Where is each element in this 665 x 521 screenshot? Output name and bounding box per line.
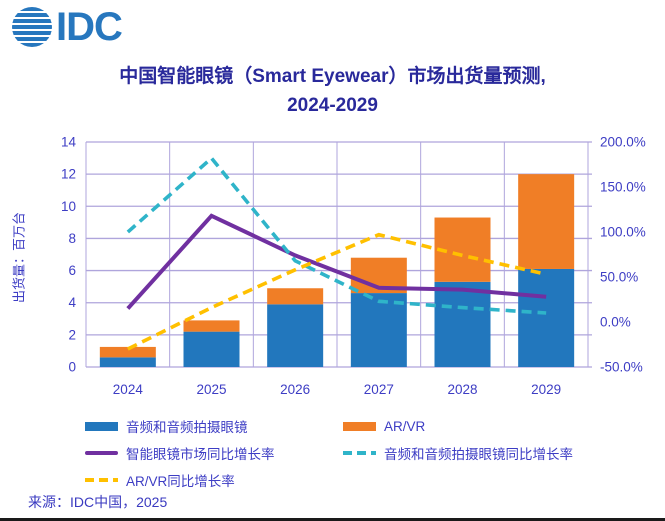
x-tick-label: 2028: [447, 382, 477, 397]
y-right-tick-label: 150.0%: [600, 180, 646, 195]
bar-segment-audio-2028: [434, 281, 491, 367]
y-left-tick-label: 4: [68, 295, 76, 310]
y-right-tick-label: 100.0%: [600, 225, 646, 240]
legend-line-marker: [85, 451, 118, 455]
source-text: 来源：IDC中国，2025: [28, 494, 168, 510]
x-tick-label: 2026: [280, 382, 310, 397]
legend-label: 音频和音频拍摄眼镜: [126, 420, 248, 435]
legend-label: 智能眼镜市场同比增长率: [126, 447, 275, 462]
y-left-tick-label: 0: [68, 360, 76, 375]
growth-line-1: [126, 155, 547, 315]
bar-segment-audio-2025: [183, 331, 240, 367]
legend-item-0: 音频和音频拍摄眼镜: [85, 416, 343, 436]
growth-line-2: [127, 232, 547, 351]
bottom-border: [0, 518, 665, 521]
chart-legend: 音频和音频拍摄眼镜 AR/VR 智能眼镜市场同比增长率 音频和音频拍摄眼镜同比增长率 A…: [85, 416, 615, 490]
y-right-tick-label: 200.0%: [600, 135, 646, 150]
growth-line-0: [126, 213, 547, 310]
y-left-tick-label: 8: [68, 231, 76, 246]
legend-swatch: [343, 421, 376, 431]
bar-segment-arvr-2029: [518, 174, 575, 269]
legend-item-2: 智能眼镜市场同比增长率: [85, 443, 343, 463]
x-tick-label: 2029: [531, 382, 561, 397]
bar-segment-audio-2026: [267, 304, 324, 367]
y-left-tick-label: 12: [61, 167, 76, 182]
legend-label: 音频和音频拍摄眼镜同比增长率: [384, 447, 573, 462]
legend-swatch: [85, 421, 118, 431]
bar-segment-audio-2027: [350, 293, 407, 367]
idc-globe-icon: [12, 7, 52, 47]
legend-line-marker: [85, 478, 118, 482]
legend-item-1: AR/VR: [343, 416, 615, 436]
y-left-tick-label: 6: [68, 263, 76, 278]
chart-title-line2: 2024-2029: [287, 95, 378, 116]
legend-line-marker: [343, 451, 376, 455]
legend-item-4: AR/VR同比增长率: [85, 470, 343, 490]
y-right-tick-label: 50.0%: [600, 270, 638, 285]
y-right-tick-label: -50.0%: [600, 360, 643, 375]
y-left-tick-label: 10: [61, 199, 76, 214]
bar-segment-arvr-2025: [183, 320, 240, 332]
bar-segment-audio-2029: [518, 268, 575, 367]
legend-label: AR/VR同比增长率: [126, 474, 235, 489]
y-left-tick-label: 2: [68, 327, 76, 342]
x-tick-label: 2024: [113, 382, 144, 397]
x-tick-label: 2027: [364, 382, 394, 397]
bar-segment-audio-2024: [99, 357, 156, 367]
x-tick-label: 2025: [196, 382, 226, 397]
legend-item-3: 音频和音频拍摄眼镜同比增长率: [343, 443, 615, 463]
idc-logo: IDC: [12, 5, 123, 49]
y-right-tick-label: 0.0%: [600, 315, 631, 330]
legend-label: AR/VR: [384, 418, 426, 434]
bar-segment-arvr-2026: [267, 288, 324, 305]
chart-title: 中国智能眼镜（Smart Eyewear）市场出货量预测, 2024-2029: [0, 62, 665, 120]
chart-title-line1: 中国智能眼镜（Smart Eyewear）市场出货量预测,: [119, 66, 546, 87]
bar-segment-arvr-2024: [99, 346, 156, 358]
idc-logo-text: IDC: [56, 5, 123, 49]
y-left-tick-label: 14: [61, 135, 77, 150]
